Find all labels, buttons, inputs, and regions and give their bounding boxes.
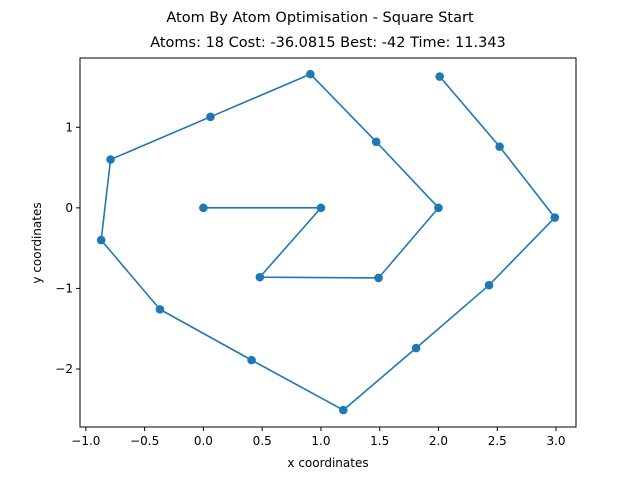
y-tick-label: 0 <box>65 201 73 215</box>
x-tick-label: 2.5 <box>488 434 507 448</box>
atom-point <box>374 273 383 283</box>
atom-point <box>96 235 106 245</box>
x-tick-label: −0.5 <box>130 434 159 448</box>
y-axis-label: y coordinates <box>30 202 44 283</box>
atom-point <box>247 355 256 365</box>
y-axis: −2 −1 0 1 <box>55 120 80 376</box>
series-line <box>100 73 556 411</box>
atom-point <box>206 112 215 122</box>
atom-point <box>316 203 326 213</box>
x-tick-label: 1.5 <box>370 434 389 448</box>
x-tick-label: −1.0 <box>71 434 100 448</box>
atom-point <box>484 280 494 290</box>
y-tick-label: −2 <box>55 362 73 376</box>
x-axis-label: x coordinates <box>287 456 368 470</box>
x-tick-label: 0.5 <box>253 434 272 448</box>
atom-point <box>411 343 421 353</box>
atom-point <box>495 142 504 151</box>
plot-series <box>96 69 560 415</box>
atom-point <box>434 203 443 213</box>
atom-point <box>199 203 208 213</box>
x-tick-label: 1.0 <box>311 434 330 448</box>
atom-point <box>106 155 115 164</box>
atom-point <box>306 69 315 79</box>
chart-subtitle: Atoms: 18 Cost: -36.0815 Best: -42 Time:… <box>150 35 506 51</box>
atom-point <box>255 272 265 282</box>
x-axis: −1.0 −0.5 0.0 0.5 1.0 1.5 2.0 2.5 3.0 <box>71 427 566 448</box>
atom-point <box>550 213 560 222</box>
atom-point <box>371 137 381 147</box>
atom-point <box>435 72 444 81</box>
x-tick-label: 3.0 <box>546 434 565 448</box>
x-tick-label: 0.0 <box>194 434 213 448</box>
y-tick-label: 1 <box>65 120 73 134</box>
atom-point <box>155 305 165 314</box>
atom-point <box>338 405 348 415</box>
plot-frame <box>79 57 577 428</box>
x-tick-label: 2.0 <box>429 434 448 448</box>
y-tick-label: −1 <box>55 281 73 295</box>
chart-title: Atom By Atom Optimisation - Square Start <box>166 10 474 26</box>
